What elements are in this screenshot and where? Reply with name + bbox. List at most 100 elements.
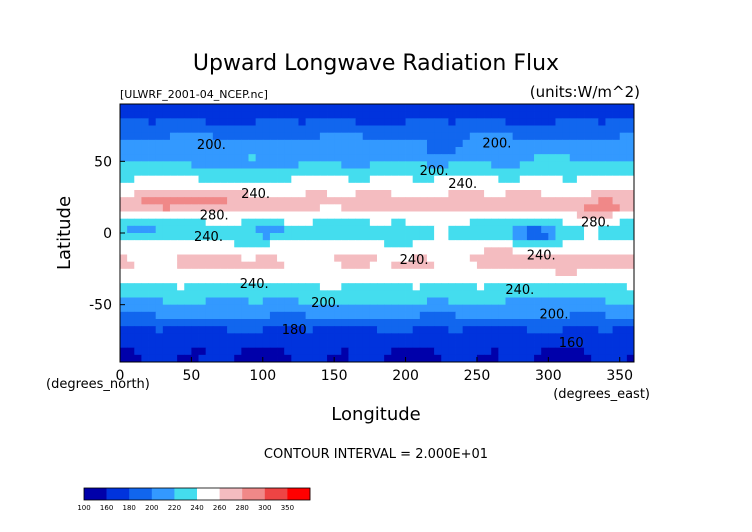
heatmap-cell bbox=[177, 311, 185, 320]
heatmap-cell bbox=[305, 132, 314, 141]
heatmap-cell bbox=[612, 297, 621, 306]
colorbar-swatch bbox=[242, 488, 266, 500]
heatmap-cell bbox=[184, 218, 192, 227]
heatmap-cell bbox=[277, 340, 285, 349]
heatmap-cell bbox=[377, 254, 385, 263]
heatmap-cell bbox=[562, 175, 571, 184]
heatmap-cell bbox=[241, 147, 249, 155]
heatmap-cell bbox=[498, 304, 506, 313]
heatmap-cell bbox=[419, 283, 428, 291]
heatmap-cell bbox=[127, 319, 135, 327]
heatmap-cell bbox=[412, 118, 421, 126]
heatmap-cell bbox=[584, 340, 592, 349]
heatmap-cell bbox=[484, 261, 492, 270]
heatmap-cell bbox=[362, 218, 371, 227]
heatmap-cell bbox=[476, 347, 485, 356]
heatmap-cell bbox=[584, 111, 592, 119]
heatmap-cell bbox=[205, 233, 214, 241]
heatmap-cell bbox=[476, 111, 485, 119]
heatmap-cell bbox=[334, 175, 342, 184]
heatmap-cell bbox=[555, 104, 564, 112]
heatmap-cell bbox=[412, 261, 421, 270]
heatmap-cell bbox=[491, 240, 499, 248]
heatmap-cell bbox=[569, 311, 578, 320]
heatmap-cell bbox=[598, 197, 606, 205]
heatmap-cell bbox=[519, 276, 528, 284]
heatmap-cell bbox=[541, 211, 549, 220]
heatmap-cell bbox=[327, 139, 335, 148]
heatmap-cell bbox=[619, 311, 628, 320]
heatmap-cell bbox=[277, 311, 285, 320]
heatmap-cell bbox=[227, 326, 235, 334]
heatmap-cell bbox=[319, 254, 328, 263]
heatmap-cell bbox=[391, 125, 399, 134]
contour-label: 200. bbox=[311, 296, 340, 311]
heatmap-cell bbox=[562, 311, 571, 320]
heatmap-cell bbox=[391, 268, 399, 277]
heatmap-cell bbox=[598, 304, 606, 313]
colorbar-tick-label: 300 bbox=[258, 504, 271, 512]
heatmap-cell bbox=[591, 182, 599, 191]
heatmap-cell bbox=[441, 283, 449, 291]
heatmap-cell bbox=[355, 276, 364, 284]
heatmap-cell bbox=[419, 233, 428, 241]
heatmap-cell bbox=[569, 111, 578, 119]
heatmap-cell bbox=[327, 125, 335, 134]
heatmap-cell bbox=[441, 290, 449, 298]
heatmap-cell bbox=[455, 168, 464, 177]
chart-title: Upward Longwave Radiation Flux bbox=[193, 51, 559, 76]
heatmap-cell bbox=[576, 247, 585, 255]
heatmap-cell bbox=[505, 247, 514, 255]
heatmap-cell bbox=[134, 354, 142, 363]
heatmap-cell bbox=[405, 104, 414, 112]
heatmap-cell bbox=[334, 125, 342, 134]
heatmap-cell bbox=[334, 240, 342, 248]
heatmap-cell bbox=[284, 290, 292, 298]
heatmap-cell bbox=[227, 283, 235, 291]
heatmap-cell bbox=[198, 111, 207, 119]
heatmap-cell bbox=[576, 132, 585, 141]
heatmap-cell bbox=[519, 211, 528, 220]
heatmap-cell bbox=[198, 154, 207, 162]
heatmap-cell bbox=[169, 218, 178, 227]
heatmap-cell bbox=[191, 139, 199, 148]
heatmap-cell bbox=[212, 304, 221, 313]
heatmap-cell bbox=[441, 111, 449, 119]
heatmap-cell bbox=[369, 247, 378, 255]
heatmap-cell bbox=[241, 190, 249, 198]
heatmap-cell bbox=[534, 304, 542, 313]
heatmap-cell bbox=[262, 297, 271, 306]
contour-label: 200. bbox=[420, 164, 449, 179]
heatmap-cell bbox=[548, 175, 556, 184]
heatmap-cell bbox=[526, 147, 535, 155]
heatmap-cell bbox=[141, 319, 149, 327]
heatmap-cell bbox=[248, 326, 257, 334]
heatmap-cell bbox=[384, 283, 392, 291]
heatmap-cell bbox=[412, 111, 421, 119]
heatmap-cell bbox=[212, 290, 221, 298]
heatmap-cell bbox=[441, 254, 449, 263]
heatmap-cell bbox=[534, 297, 542, 306]
heatmap-cell bbox=[484, 225, 492, 234]
heatmap-cell bbox=[148, 333, 157, 341]
heatmap-cell bbox=[534, 118, 542, 126]
heatmap-cell bbox=[120, 268, 128, 277]
heatmap-cell bbox=[619, 261, 628, 270]
heatmap-cell bbox=[319, 154, 328, 162]
heatmap-cell bbox=[434, 347, 442, 356]
heatmap-cell bbox=[412, 240, 421, 248]
heatmap-cell bbox=[334, 104, 342, 112]
heatmap-cell bbox=[255, 225, 264, 234]
heatmap-cell bbox=[491, 304, 499, 313]
heatmap-cell bbox=[305, 247, 314, 255]
heatmap-cell bbox=[605, 211, 613, 220]
heatmap-cell bbox=[277, 182, 285, 191]
heatmap-cell bbox=[569, 139, 578, 148]
heatmap-cell bbox=[576, 139, 585, 148]
heatmap-cell bbox=[512, 132, 521, 141]
heatmap-cell bbox=[469, 139, 478, 148]
heatmap-cell bbox=[391, 254, 399, 263]
heatmap-cell bbox=[462, 333, 471, 341]
heatmap-cell bbox=[469, 340, 478, 349]
heatmap-cell bbox=[505, 311, 514, 320]
